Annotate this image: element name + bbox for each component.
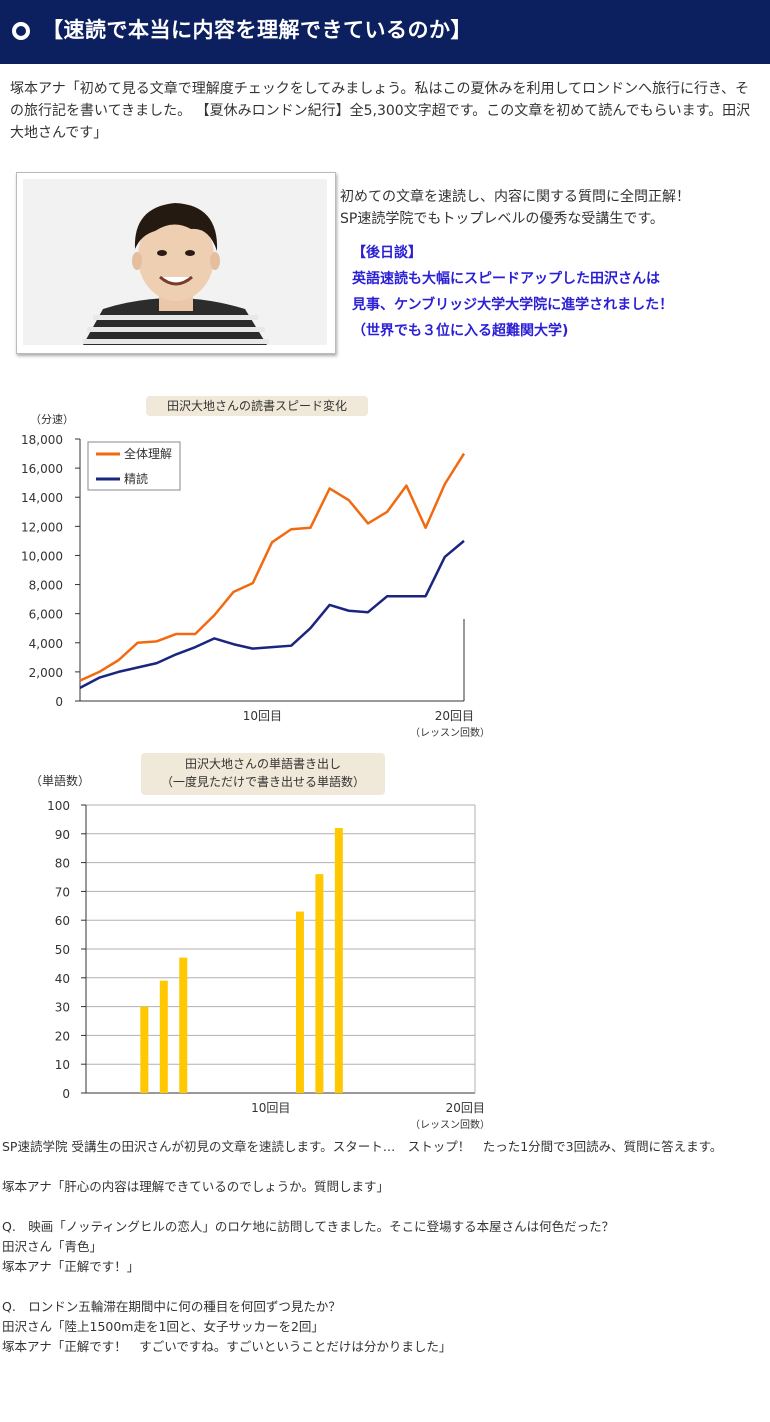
legend-label: 全体理解 [124,446,172,461]
x-tick-label: 10回目 [251,1101,290,1115]
profile-line-1: 初めての文章を速読し、内容に関する質問に全問正解！ [340,189,690,205]
bar [315,874,324,1093]
answer: 田沢さん「青色」 [2,1239,103,1254]
chart-title: 田沢大地さんの単語書き出し （一度見ただけで書き出せる単語数） [141,753,385,795]
y-tick-label: 2,000 [29,666,63,680]
bar [140,1006,149,1093]
y-tick-label: 0 [55,695,63,709]
profile-photo-frame [16,172,336,354]
section-title: 【速読で本当に内容を理解できているのか】 [42,18,472,42]
chart-title: 田沢大地さんの読書スピード変化 [146,396,368,416]
response: 塚本アナ「正解です！」 [2,1259,140,1274]
y-tick-label: 4,000 [29,637,63,651]
x-tick-label: 20回目 [435,709,474,723]
profile-line-2: SP速読学院でもトップレベルの優秀な受講生です。 [340,211,664,227]
paragraph: 塚本アナ「肝心の内容は理解できているのでしょうか。質問します」 [2,1179,390,1194]
series-line [79,452,466,682]
article-body: SP速読学院 受講生の田沢さんが初見の文章を速読します。スタート… ストップ！ … [2,1137,768,1357]
x-tick-label: 20回目 [446,1101,485,1115]
reading-speed-line-chart: （分速） 0 2,000 4,000 6,000 8,000 10,000 12,000 14,… [21,413,490,739]
y-tick-label: 0 [62,1087,70,1101]
bar [159,980,168,1093]
circle-bullet-icon [12,22,30,40]
word-recall-bar-chart: （単語数） 0 10 20 30 40 50 60 70 80 90 100 10回目 20回目 （レッスン… [30,773,490,1131]
y-tick-label: 18,000 [21,433,63,447]
profile-description: 初めての文章を速読し、内容に関する質問に全問正解！ SP速読学院でもトップレベル… [340,186,760,230]
y-tick-label: 20 [55,1029,70,1043]
question: Q. ロンドン五輪滞在期間中に何の種目を何回ずつ見たか？ [2,1299,341,1314]
chart-title-text: 田沢大地さんの単語書き出し [184,757,341,771]
y-tick-label: 80 [55,857,70,871]
x-axis-label: （レッスン回数） [410,1118,490,1131]
after-story-heading: 【後日談】 [352,245,422,261]
y-tick-label: 12,000 [21,520,63,534]
answer: 田沢さん「陸上1500m走を1回と、女子サッカーを2回」 [2,1319,324,1334]
legend-label: 精読 [124,471,148,486]
y-tick-label: 10 [55,1058,70,1072]
y-tick-label: 14,000 [21,491,63,505]
legend-box [87,441,181,491]
y-tick-label: 90 [55,828,70,842]
response: 塚本アナ「正解です！ すごいですね。すごいということだけは分かりました」 [2,1339,452,1354]
y-tick-label: 70 [55,885,70,899]
after-story-line: 英語速読も大幅にスピードアップした田沢さんは [352,271,660,287]
y-tick-label: 6,000 [29,608,63,622]
y-tick-label: 50 [55,943,70,957]
y-axis-label: （単語数） [30,773,90,788]
bar [295,911,304,1093]
intro-text: 塚本アナ「初めて見る文章で理解度チェックをしてみましょう。私はこの夏休みを利用し… [10,81,751,141]
y-tick-label: 30 [55,1001,70,1015]
chart-title-text: 田沢大地さんの読書スピード変化 [166,399,347,413]
chart-subtitle-text: （一度見ただけで書き出せる単語数） [160,775,365,789]
y-tick-label: 10,000 [21,549,63,563]
series-line [79,539,465,690]
y-axis-label: （分速） [30,413,74,426]
paragraph: SP速読学院 受講生の田沢さんが初見の文章を速読します。スタート… ストップ！ … [2,1139,723,1154]
bar [179,957,188,1093]
section-header: 【速読で本当に内容を理解できているのか】 [0,0,770,64]
after-story-line: 見事、ケンブリッジ大学大学院に進学されました！ [352,297,674,313]
y-tick-label: 16,000 [21,462,63,476]
y-tick-label: 8,000 [29,579,63,593]
x-axis-label: （レッスン回数） [410,726,490,739]
profile-photo [23,179,327,345]
x-tick-label: 10回目 [243,709,282,723]
after-story: 【後日談】 英語速読も大幅にスピードアップした田沢さんは 見事、ケンブリッジ大学… [352,240,762,344]
question: Q. 映画「ノッティングヒルの恋人」のロケ地に訪問してきました。そこに登場する本… [2,1219,615,1234]
y-tick-label: 40 [55,972,70,986]
y-tick-label: 100 [47,799,70,813]
y-tick-label: 60 [55,914,70,928]
after-story-line: （世界でも３位に入る超難関大学) [352,323,569,339]
bar [334,828,343,1093]
